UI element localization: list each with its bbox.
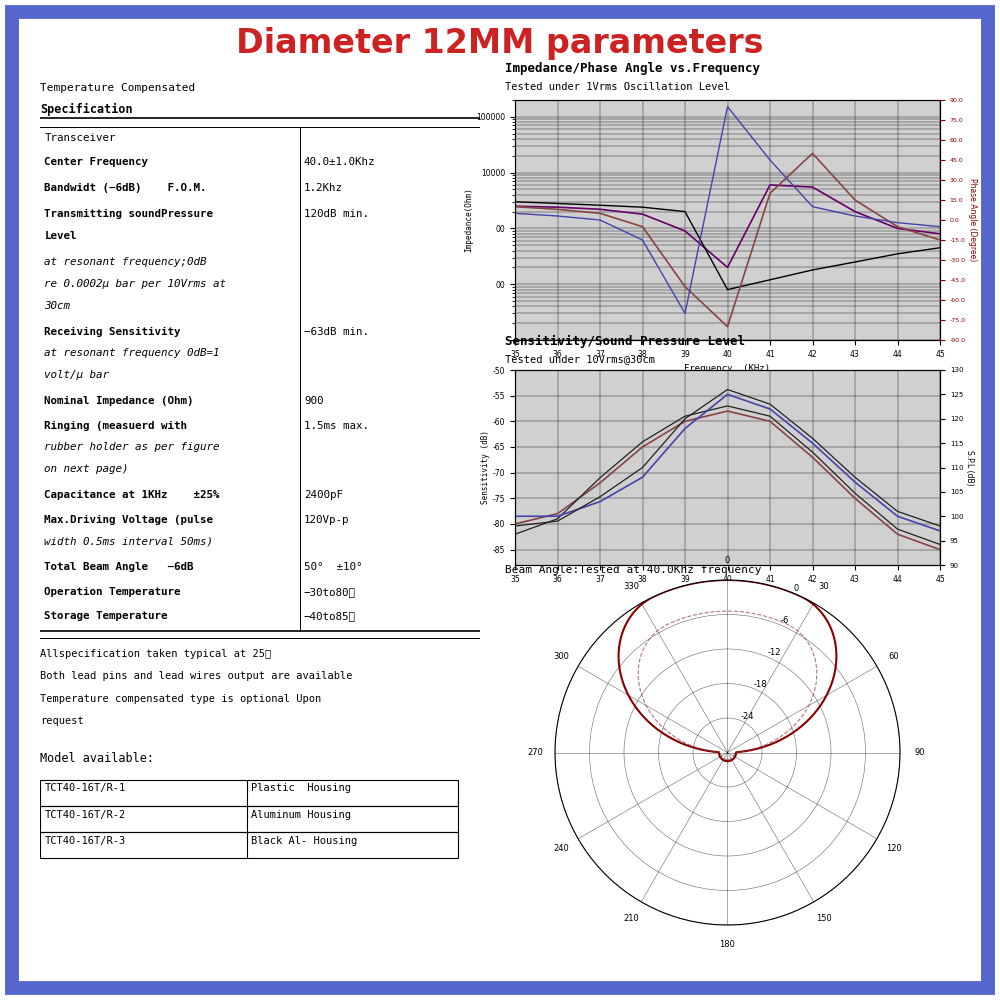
Text: 40.0±1.0Khz: 40.0±1.0Khz bbox=[304, 157, 376, 167]
Text: Storage Temperature: Storage Temperature bbox=[44, 611, 168, 621]
Text: Temperature Compensated: Temperature Compensated bbox=[40, 83, 195, 93]
Y-axis label: Sensitivity (dB): Sensitivity (dB) bbox=[481, 430, 490, 504]
Text: Black Al- Housing: Black Al- Housing bbox=[251, 836, 357, 846]
Text: request: request bbox=[40, 716, 84, 726]
Text: 50°  ±10°: 50° ±10° bbox=[304, 562, 362, 572]
Text: 1.2Khz: 1.2Khz bbox=[304, 183, 343, 193]
Text: Diameter 12MM parameters: Diameter 12MM parameters bbox=[236, 26, 764, 60]
Text: Tested under 1Vrms Oscillation Level: Tested under 1Vrms Oscillation Level bbox=[505, 82, 730, 92]
Text: Temperature compensated type is optional Upon: Temperature compensated type is optional… bbox=[40, 694, 321, 704]
Text: Both lead pins and lead wires output are available: Both lead pins and lead wires output are… bbox=[40, 671, 352, 681]
Text: 120Vp-p: 120Vp-p bbox=[304, 515, 350, 525]
Text: −63dB min.: −63dB min. bbox=[304, 327, 369, 337]
Text: Ringing (measuerd with: Ringing (measuerd with bbox=[44, 421, 187, 431]
X-axis label: Frequency  (KHz): Frequency (KHz) bbox=[684, 364, 770, 373]
Text: Specification: Specification bbox=[40, 103, 133, 116]
Text: Beam Angle:Tested at 40.0Khz frequency: Beam Angle:Tested at 40.0Khz frequency bbox=[505, 565, 762, 575]
Y-axis label: Phase Angle (Degree): Phase Angle (Degree) bbox=[968, 178, 977, 262]
Text: Model available:: Model available: bbox=[40, 752, 154, 765]
Bar bbox=[40, 780, 458, 806]
Text: 1.5ms max.: 1.5ms max. bbox=[304, 421, 369, 431]
X-axis label: Frequency (KHz): Frequency (KHz) bbox=[687, 589, 768, 598]
Text: Transmitting soundPressure: Transmitting soundPressure bbox=[44, 209, 213, 219]
Bar bbox=[40, 832, 458, 858]
Text: −30to80℃: −30to80℃ bbox=[304, 587, 356, 597]
Text: Bandwidt (−6dB)    F.O.M.: Bandwidt (−6dB) F.O.M. bbox=[44, 183, 207, 193]
Text: Plastic  Housing: Plastic Housing bbox=[251, 783, 351, 793]
Text: Receiving Sensitivity: Receiving Sensitivity bbox=[44, 327, 181, 337]
Text: width 0.5ms interval 50ms): width 0.5ms interval 50ms) bbox=[44, 536, 213, 546]
Text: Impedance/Phase Angle vs.Frequency: Impedance/Phase Angle vs.Frequency bbox=[505, 62, 760, 75]
Text: volt/μ bar: volt/μ bar bbox=[44, 370, 109, 380]
Text: 30cm: 30cm bbox=[44, 301, 70, 311]
Text: 2400pF: 2400pF bbox=[304, 490, 343, 500]
Text: Allspecification taken typical at 25℃: Allspecification taken typical at 25℃ bbox=[40, 649, 271, 659]
Text: TCT40-16T/R-3: TCT40-16T/R-3 bbox=[44, 836, 126, 846]
Text: Total Beam Angle   −6dB: Total Beam Angle −6dB bbox=[44, 562, 194, 572]
Y-axis label: Impedance(Ohm): Impedance(Ohm) bbox=[464, 188, 473, 252]
Text: Operation Temperature: Operation Temperature bbox=[44, 587, 181, 597]
Text: 120dB min.: 120dB min. bbox=[304, 209, 369, 219]
Text: TCT40-16T/R-1: TCT40-16T/R-1 bbox=[44, 783, 126, 793]
Text: at resonant frequency;0dB: at resonant frequency;0dB bbox=[44, 257, 207, 267]
Text: Tested under 10Vrms@30cm: Tested under 10Vrms@30cm bbox=[505, 354, 655, 364]
Text: re 0.0002μ bar per 10Vrms at: re 0.0002μ bar per 10Vrms at bbox=[44, 279, 226, 289]
Text: Max.Driving Voltage (pulse: Max.Driving Voltage (pulse bbox=[44, 515, 213, 525]
Text: at resonant frequency 0dB=1: at resonant frequency 0dB=1 bbox=[44, 348, 220, 358]
Text: rubber holder as per figure: rubber holder as per figure bbox=[44, 442, 220, 452]
Text: TCT40-16T/R-2: TCT40-16T/R-2 bbox=[44, 810, 126, 820]
Text: Nominal Impedance (Ohm): Nominal Impedance (Ohm) bbox=[44, 396, 194, 406]
Text: on next page): on next page) bbox=[44, 464, 129, 474]
Text: Level: Level bbox=[44, 231, 77, 241]
Text: Sensitivity/Sound Pressure Level: Sensitivity/Sound Pressure Level bbox=[505, 335, 745, 348]
Text: 900: 900 bbox=[304, 396, 324, 406]
Text: Center Frequency: Center Frequency bbox=[44, 157, 148, 167]
Y-axis label: S.P.L (dB): S.P.L (dB) bbox=[965, 450, 974, 485]
Text: Transceiver: Transceiver bbox=[44, 133, 116, 143]
Text: −40to85℃: −40to85℃ bbox=[304, 611, 356, 621]
Text: Aluminum Housing: Aluminum Housing bbox=[251, 810, 351, 820]
Text: Capacitance at 1KHz    ±25%: Capacitance at 1KHz ±25% bbox=[44, 490, 220, 500]
Bar bbox=[40, 806, 458, 832]
